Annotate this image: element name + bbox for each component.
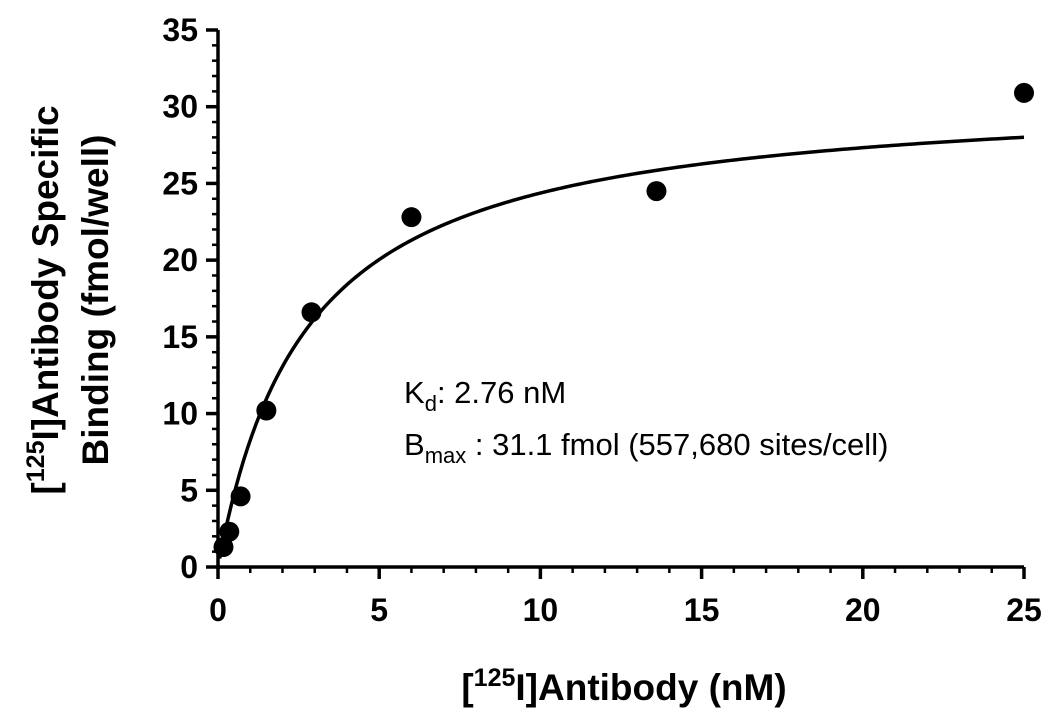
data-point bbox=[1014, 82, 1034, 103]
kd-annotation: Kd: 2.76 nM bbox=[404, 375, 566, 416]
y-title-superscript: 125 bbox=[22, 440, 50, 482]
y-tick-label: 30 bbox=[162, 89, 198, 125]
data-point bbox=[230, 486, 251, 507]
x-title-rest: I]Antibody (nM) bbox=[515, 667, 786, 708]
x-title-prefix: [ bbox=[461, 667, 473, 708]
y-axis-title: [125I]Antibody Specific Binding (fmol/we… bbox=[22, 105, 116, 494]
y-tick-label: 25 bbox=[162, 165, 198, 201]
data-points bbox=[213, 82, 1034, 558]
x-tick-label: 10 bbox=[523, 592, 559, 628]
kd-symbol: K bbox=[404, 375, 425, 410]
y-axis-major-ticks bbox=[206, 28, 218, 569]
x-title-superscript: 125 bbox=[474, 664, 516, 692]
bmax-value: : 31.1 fmol (557,680 sites/cell) bbox=[466, 427, 888, 462]
x-tick-label: 25 bbox=[1006, 592, 1042, 628]
x-axis-tick-labels: 0 5 10 15 20 25 bbox=[209, 592, 1042, 628]
x-tick-label: 5 bbox=[370, 592, 388, 628]
data-point bbox=[256, 400, 277, 421]
x-axis-title: [125I]Antibody (nM) bbox=[461, 664, 786, 708]
y-title-prefix: [ bbox=[25, 482, 66, 494]
y-tick-label: 10 bbox=[162, 396, 198, 432]
y-title-line2: Binding (fmol/well) bbox=[75, 135, 116, 466]
kd-subscript: d bbox=[425, 391, 437, 416]
data-point bbox=[646, 181, 667, 202]
y-tick-label: 0 bbox=[180, 549, 198, 585]
y-tick-label: 35 bbox=[162, 12, 198, 48]
fit-curve bbox=[217, 135, 1025, 559]
y-tick-label: 20 bbox=[162, 242, 198, 278]
data-point bbox=[219, 521, 240, 542]
bmax-annotation: Bmax : 31.1 fmol (557,680 sites/cell) bbox=[404, 427, 888, 468]
x-tick-label: 0 bbox=[209, 592, 227, 628]
x-tick-label: 20 bbox=[845, 592, 881, 628]
bmax-subscript: max bbox=[425, 443, 467, 468]
y-title-line1: [125I]Antibody Specific bbox=[22, 105, 66, 494]
data-point bbox=[213, 537, 234, 558]
x-tick-label: 15 bbox=[684, 592, 720, 628]
kd-value: : 2.76 nM bbox=[437, 375, 566, 410]
y-tick-label: 5 bbox=[180, 472, 198, 508]
data-point bbox=[401, 207, 422, 228]
y-tick-label: 15 bbox=[162, 319, 198, 355]
bmax-symbol: B bbox=[404, 427, 425, 462]
y-title-rest: I]Antibody Specific bbox=[25, 105, 66, 440]
x-axis-major-ticks bbox=[216, 567, 1026, 579]
data-point bbox=[301, 302, 322, 323]
y-axis-tick-labels: 0 5 10 15 20 25 30 35 bbox=[162, 12, 198, 585]
